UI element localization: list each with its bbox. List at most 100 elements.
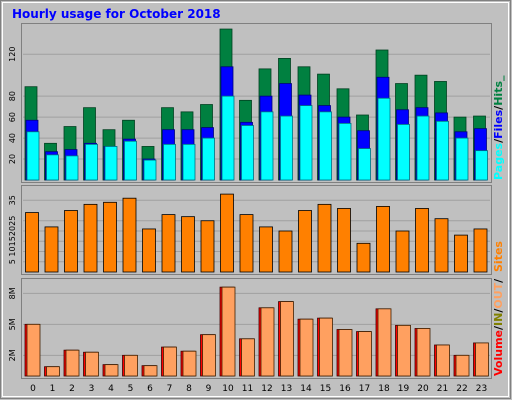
x-tick-label: 4 [108, 384, 114, 394]
bar-sites [317, 203, 332, 273]
bar-pages [202, 137, 215, 181]
bar-sites [259, 226, 273, 273]
bar-sites [25, 212, 39, 273]
legend-hits: Hits_ [492, 75, 505, 106]
y-tick-label: 20 [8, 226, 17, 236]
bar-pages [436, 120, 449, 181]
bar-sites [434, 218, 449, 273]
bar-out [377, 308, 392, 377]
bar-out [202, 334, 216, 377]
x-tick-label: 23 [476, 384, 487, 394]
y-tick-label: 80 [8, 91, 17, 101]
bar-out [338, 329, 353, 377]
bar-pages [377, 97, 391, 181]
bar-sites [220, 193, 234, 273]
legend-sep: / [492, 308, 505, 313]
x-tick-label: 6 [147, 384, 153, 394]
y-tick-label: 20 [8, 154, 17, 164]
bar-out [416, 328, 431, 377]
bar-pages [338, 122, 352, 181]
legend-pages: Pages [492, 142, 505, 180]
x-tick-label: 13 [281, 384, 292, 394]
sites-panel [21, 185, 492, 275]
bar-sites [298, 210, 312, 273]
bar-out [299, 318, 314, 377]
bar-out [163, 346, 177, 377]
chart-title: Hourly usage for October 2018 [12, 7, 221, 21]
y-tick-label: 5 [8, 259, 17, 264]
bar-out [26, 323, 41, 377]
x-tick-label: 2 [69, 384, 75, 394]
bar-out [397, 324, 411, 377]
hits-panel [21, 23, 492, 183]
bar-out [182, 350, 197, 377]
x-tick-label: 16 [339, 384, 351, 394]
x-tick-label: 17 [359, 384, 370, 394]
bar-out [280, 301, 294, 377]
bar-sites [83, 203, 98, 273]
bar-sites [356, 242, 371, 273]
bar-pages [475, 150, 488, 181]
y-tick-label: 35 [8, 195, 17, 205]
bar-out [260, 307, 275, 377]
x-tick-label: 11 [242, 384, 253, 394]
y-tick-label: 120 [8, 47, 17, 62]
bar-out [475, 342, 489, 377]
x-tick-label: 0 [30, 384, 36, 394]
bar-out [358, 331, 372, 377]
legend-out: OUT [492, 282, 505, 308]
x-tick-label: 3 [89, 384, 95, 394]
x-tick-label: 22 [456, 384, 467, 394]
bar-pages [46, 154, 59, 181]
legend-files: Files [492, 109, 505, 139]
bar-out [143, 365, 158, 377]
x-tick-label: 20 [417, 384, 429, 394]
bar-pages [26, 131, 40, 181]
bar-pages [397, 124, 410, 181]
bar-sites [239, 214, 254, 273]
x-tick-label: 21 [437, 384, 448, 394]
bar-out [241, 338, 255, 377]
bar-out [46, 366, 60, 377]
x-tick-label: 5 [128, 384, 134, 394]
legend-sep: / [492, 278, 505, 283]
bar-pages [143, 159, 157, 181]
legend-sep: / [492, 138, 505, 143]
bar-sites [103, 201, 117, 273]
x-tick-label: 8 [186, 384, 192, 394]
bar-pages [299, 105, 313, 181]
bar-pages [241, 125, 254, 181]
x-tick-label: 10 [222, 384, 234, 394]
bar-sites [278, 230, 293, 273]
bar-sites [337, 208, 351, 273]
legend-volume: Volume [492, 330, 505, 376]
legend-sep: / [492, 105, 505, 110]
bar-pages [221, 95, 235, 181]
bar-pages [65, 155, 79, 181]
x-tick-label: 15 [320, 384, 331, 394]
bar-out [124, 354, 138, 377]
legend-volume-in-out: Volume/IN/OUT/ [492, 278, 505, 376]
y-tick-label: 2M [8, 349, 17, 361]
bar-sites [454, 234, 468, 273]
x-tick-label: 19 [398, 384, 410, 394]
bar-pages [280, 115, 293, 181]
bar-sites [64, 210, 78, 273]
bar-out [221, 286, 236, 377]
bar-sites [415, 208, 429, 273]
bar-out [85, 351, 99, 377]
legend-hits-files-pages: Pages/Files/Hits_ [492, 75, 505, 180]
bar-pages [85, 143, 98, 181]
y-tick-label: 60 [8, 112, 17, 122]
bar-sites [181, 216, 195, 273]
y-tick-label: 25 [8, 216, 17, 226]
volume-panel [21, 278, 492, 379]
bar-sites [161, 214, 176, 273]
legend-sep: / [492, 325, 505, 330]
bar-pages [260, 111, 274, 181]
bar-out [104, 364, 119, 377]
bar-sites [44, 226, 59, 273]
x-tick-label: 1 [50, 384, 56, 394]
